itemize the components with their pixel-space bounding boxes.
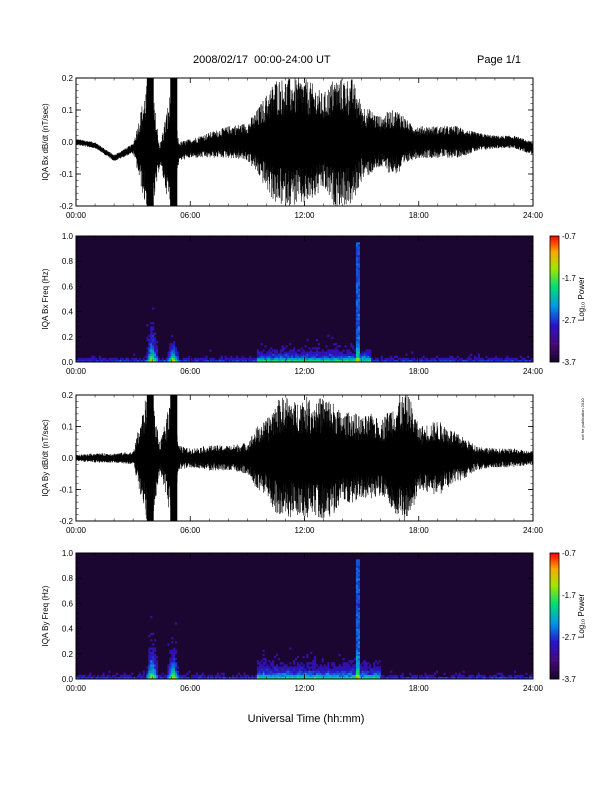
x-tick-label: 00:00 (66, 684, 87, 693)
x-tick-label: 12:00 (294, 526, 315, 535)
y-tick-label: 1.0 (62, 549, 74, 558)
y-tick-label: 0.0 (62, 675, 74, 684)
y-tick-label: 0.1 (62, 423, 74, 432)
y-tick-label: 0.2 (62, 74, 74, 83)
y-tick-label: 0.6 (62, 599, 74, 608)
spectrogram-bg (76, 236, 533, 362)
y-axis-label: IQA By dB/dt (nT/sec) (41, 419, 50, 497)
x-tick-label: 12:00 (294, 211, 315, 220)
y-tick-label: 0.2 (62, 650, 74, 659)
x-tick-label: 12:00 (294, 367, 315, 376)
x-tick-label: 18:00 (409, 211, 430, 220)
y-tick-label: 0.8 (62, 257, 74, 266)
x-tick-label: 12:00 (294, 684, 315, 693)
page-indicator: Page 1/1 (477, 54, 522, 66)
burst-1 (146, 78, 154, 206)
colorbar-frame (549, 235, 560, 363)
panel-bx-dbdt: 0.2 0.1 0.0 -0.1 -0.200:00 06:00 12:00 18:00 24:… (41, 74, 544, 220)
y-tick-label: 1.0 (62, 232, 74, 241)
y-tick-label: -0.1 (59, 170, 73, 179)
x-tick-label: 24:00 (523, 684, 544, 693)
colorbar-by-spectrogram: -0.7 -1.7 -2.7 -3.7 Log₁₀ Power (549, 549, 586, 684)
colorbar-tick-label: -3.7 (562, 675, 576, 684)
colorbar-tick-label: -1.7 (562, 591, 576, 600)
panel-by-dbdt: 0.2 0.1 0.0 -0.1 -0.200:00 06:00 12:00 18:00 24:… (41, 391, 544, 535)
spectrogram-bg (76, 553, 533, 679)
plot-title: 2008/02/17 00:00-24:00 UT (193, 54, 331, 66)
x-tick-label: 24:00 (523, 211, 544, 220)
y-tick-label: -0.2 (59, 517, 73, 526)
colorbar-tick-label: -3.7 (562, 358, 576, 367)
y-tick-label: -0.2 (59, 202, 73, 211)
x-tick-label: 24:00 (523, 526, 544, 535)
y-tick-label: -0.1 (59, 486, 73, 495)
y-tick-label: 0.2 (62, 333, 74, 342)
x-tick-label: 24:00 (523, 367, 544, 376)
colorbar-tick-label: -2.7 (562, 316, 576, 325)
y-tick-label: 0.2 (62, 391, 74, 400)
x-tick-label: 00:00 (66, 367, 87, 376)
y-tick-label: 0.0 (62, 138, 74, 147)
y-tick-label: 0.0 (62, 358, 74, 367)
colorbar-tick-label: -2.7 (562, 633, 576, 642)
x-tick-label: 18:00 (409, 684, 430, 693)
y-axis-label: IQA Bx dB/dt (nT/sec) (41, 103, 50, 181)
y-tick-label: 0.4 (62, 308, 74, 317)
y-tick-label: 0.8 (62, 574, 74, 583)
x-tick-label: 06:00 (180, 526, 201, 535)
colorbar-label: Log₁₀ Power (577, 277, 586, 322)
burst-1 (146, 395, 154, 521)
x-tick-label: 06:00 (180, 367, 201, 376)
panel-by-spectrogram: -0.7 -1.7 -2.7 -3.7 Log₁₀ Power 1.0 0.8 0.6 0.4 0… (41, 549, 586, 693)
x-tick-label: 06:00 (180, 211, 201, 220)
colorbar-tick-label: -0.7 (562, 232, 576, 241)
y-tick-label: 0.1 (62, 106, 74, 115)
x-axis-title: Universal Time (hh:mm) (248, 713, 365, 725)
burst-2 (170, 395, 178, 521)
x-tick-label: 00:00 (66, 526, 87, 535)
y-tick-label: 0.4 (62, 625, 74, 634)
colorbar-tick-label: -0.7 (562, 549, 576, 558)
y-tick-label: 0.6 (62, 282, 74, 291)
colorbar-tick-label: -1.7 (562, 274, 576, 283)
y-axis-label: IQA Bx Freq (Hz) (41, 268, 50, 329)
x-tick-label: 06:00 (180, 684, 201, 693)
x-tick-label: 00:00 (66, 211, 87, 220)
x-tick-label: 18:00 (409, 367, 430, 376)
burst-2 (170, 78, 178, 206)
colorbar-label: Log₁₀ Power (577, 594, 586, 639)
colorbar-bx-spectrogram: -0.7 -1.7 -2.7 -3.7 Log₁₀ Power (549, 232, 586, 367)
y-axis-label: IQA By Freq (Hz) (41, 585, 50, 646)
x-tick-label: 18:00 (409, 526, 430, 535)
side-note: not for publication 2010 (580, 398, 585, 440)
panel-bx-spectrogram: -0.7 -1.7 -2.7 -3.7 Log₁₀ Power 1.0 0.8 0.6 0.4 0… (41, 232, 586, 376)
y-tick-label: 0.0 (62, 454, 74, 463)
colorbar-frame (549, 552, 560, 680)
